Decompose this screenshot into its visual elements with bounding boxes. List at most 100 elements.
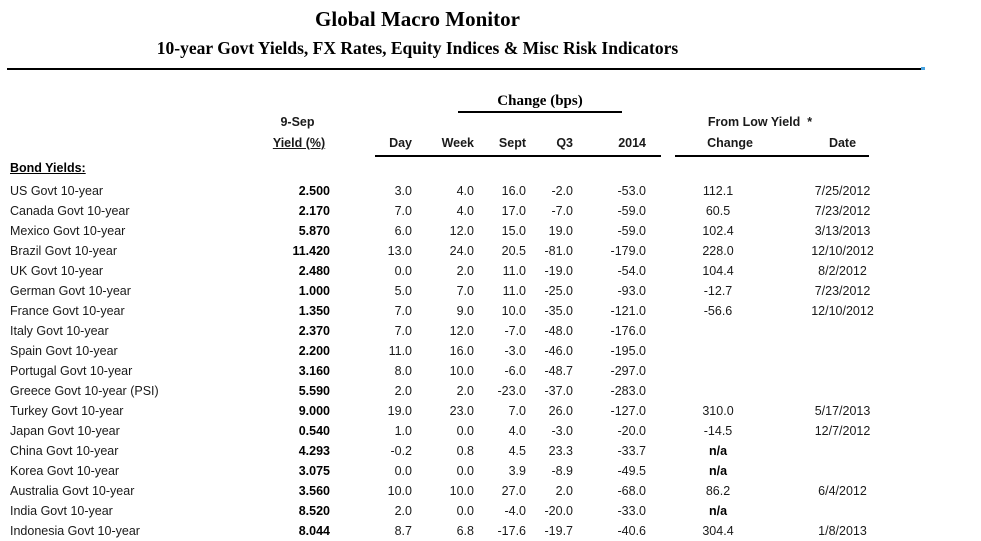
cell-2014: -53.0 xyxy=(617,184,647,198)
column-header-q3: Q3 xyxy=(556,136,573,150)
cell-day: 10.0 xyxy=(387,484,412,498)
cell-q3: -46.0 xyxy=(544,344,574,358)
divider-end-mark xyxy=(921,67,925,70)
cell-week: 24.0 xyxy=(449,244,474,258)
cell-week: 6.8 xyxy=(456,524,474,538)
cell-day: 0.0 xyxy=(394,464,412,478)
cell-sept: 10.0 xyxy=(501,304,526,318)
cell-low-date: 7/23/2012 xyxy=(814,204,871,218)
table-row: France Govt 10-year 1.350 7.0 9.0 10.0 -35.0 -… xyxy=(0,301,981,321)
table-body: US Govt 10-year 2.500 3.0 4.0 16.0 -2.0 -53.0 1… xyxy=(0,181,981,541)
cell-low-change: 304.4 xyxy=(702,524,734,538)
cell-yield: 2.480 xyxy=(298,264,330,278)
cell-day: 1.0 xyxy=(394,424,412,438)
change-group-underline xyxy=(375,155,661,157)
row-label: Indonesia Govt 10-year xyxy=(10,524,140,538)
cell-day: 7.0 xyxy=(394,304,412,318)
cell-day: 11.0 xyxy=(388,344,412,358)
cell-day: 2.0 xyxy=(394,384,412,398)
cell-day: -0.2 xyxy=(390,444,412,458)
cell-low-change: 60.5 xyxy=(705,204,731,218)
cell-q3: -25.0 xyxy=(544,284,574,298)
cell-q3: -37.0 xyxy=(544,384,574,398)
cell-2014: -49.5 xyxy=(617,464,647,478)
cell-q3: -2.0 xyxy=(551,184,573,198)
table-row: Korea Govt 10-year 3.075 0.0 0.0 3.9 -8.9 -49.… xyxy=(0,461,981,481)
row-label: Turkey Govt 10-year xyxy=(10,404,124,418)
cell-low-date xyxy=(790,361,895,381)
cell-2014: -33.7 xyxy=(617,444,647,458)
row-label: France Govt 10-year xyxy=(10,304,125,318)
cell-low-change: n/a xyxy=(708,444,728,458)
cell-2014: -54.0 xyxy=(617,264,647,278)
cell-low-date: 7/23/2012 xyxy=(814,284,871,298)
cell-day: 7.0 xyxy=(394,324,412,338)
table-row: Canada Govt 10-year 2.170 7.0 4.0 17.0 -7.0 -5… xyxy=(0,201,981,221)
column-header-2014: 2014 xyxy=(618,136,646,150)
report-header: Global Macro Monitor 10-year Govt Yields… xyxy=(0,0,835,60)
row-label: German Govt 10-year xyxy=(10,284,131,298)
cell-yield: 1.350 xyxy=(298,304,330,318)
cell-low-change: 104.4 xyxy=(702,264,734,278)
cell-sept: 11.0 xyxy=(502,264,526,278)
row-label: Japan Govt 10-year xyxy=(10,424,120,438)
cell-week: 10.0 xyxy=(449,364,474,378)
header-divider xyxy=(7,68,923,70)
cell-low-change xyxy=(646,321,790,341)
cell-yield: 3.160 xyxy=(298,364,330,378)
table-row: Greece Govt 10-year (PSI) 5.590 2.0 2.0 -23.… xyxy=(0,381,981,401)
cell-low-change: 86.2 xyxy=(705,484,731,498)
cell-low-date xyxy=(790,461,895,481)
cell-day: 0.0 xyxy=(394,264,412,278)
cell-q3: -35.0 xyxy=(544,304,574,318)
cell-yield: 5.590 xyxy=(298,384,330,398)
cell-2014: -127.0 xyxy=(610,404,646,418)
cell-week: 12.0 xyxy=(449,324,474,338)
cell-low-change: -56.6 xyxy=(703,304,733,318)
row-label: Brazil Govt 10-year xyxy=(10,244,117,258)
row-label: UK Govt 10-year xyxy=(10,264,104,278)
cell-sept: 11.0 xyxy=(502,284,526,298)
cell-yield: 9.000 xyxy=(298,404,330,418)
cell-yield: 3.075 xyxy=(298,464,330,478)
cell-day: 3.0 xyxy=(394,184,412,198)
cell-low-date: 8/2/2012 xyxy=(818,264,867,278)
cell-yield: 3.560 xyxy=(298,484,330,498)
row-label: Australia Govt 10-year xyxy=(10,484,135,498)
column-header-low-change: Change xyxy=(707,136,753,150)
cell-q3: -48.0 xyxy=(544,324,574,338)
cell-2014: -33.0 xyxy=(617,504,647,518)
table-row: UK Govt 10-year 2.480 0.0 2.0 11.0 -19.0 -54.0… xyxy=(0,261,981,281)
cell-2014: -121.0 xyxy=(610,304,646,318)
cell-sept: 27.0 xyxy=(501,484,526,498)
cell-sept: -7.0 xyxy=(504,324,526,338)
cell-low-date: 12/10/2012 xyxy=(811,244,874,258)
cell-yield: 2.170 xyxy=(298,204,330,218)
table-row: Turkey Govt 10-year 9.000 19.0 23.0 7.0 26.0 -… xyxy=(0,401,981,421)
table-row: German Govt 10-year 1.000 5.0 7.0 11.0 -25.0 -… xyxy=(0,281,981,301)
cell-2014: -283.0 xyxy=(610,384,646,398)
cell-sept: -6.0 xyxy=(504,364,526,378)
cell-2014: -93.0 xyxy=(617,284,647,298)
cell-week: 2.0 xyxy=(456,264,474,278)
from-low-group-underline xyxy=(675,155,869,157)
cell-low-date: 12/7/2012 xyxy=(814,424,871,438)
group-header-from-low-yield: From Low Yield * xyxy=(707,115,813,129)
cell-q3: 2.0 xyxy=(555,484,573,498)
column-header-as-of-date: 9-Sep xyxy=(280,115,315,129)
cell-yield: 8.520 xyxy=(298,504,330,518)
cell-low-date xyxy=(790,501,895,521)
cell-sept: -4.0 xyxy=(504,504,526,518)
cell-yield: 11.420 xyxy=(292,244,330,258)
row-label: Mexico Govt 10-year xyxy=(10,224,126,238)
table-header-row-groups: 9-Sep From Low Yield * xyxy=(0,112,981,132)
table-row: China Govt 10-year 4.293 -0.2 0.8 4.5 23.3 -33… xyxy=(0,441,981,461)
cell-sept: 16.0 xyxy=(501,184,526,198)
column-header-sept: Sept xyxy=(498,136,526,150)
cell-low-date: 12/10/2012 xyxy=(811,304,874,318)
row-label: Korea Govt 10-year xyxy=(10,464,120,478)
cell-week: 2.0 xyxy=(456,384,474,398)
cell-low-change: n/a xyxy=(708,504,728,518)
row-label: China Govt 10-year xyxy=(10,444,119,458)
cell-sept: 20.5 xyxy=(501,244,526,258)
